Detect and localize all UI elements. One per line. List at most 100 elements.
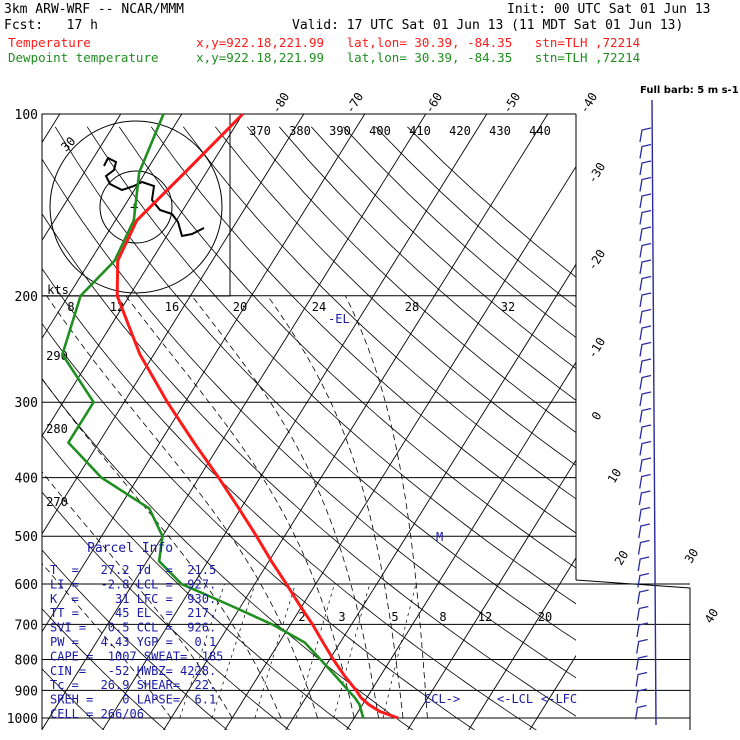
isotherm-line [468,557,576,730]
isotherm-line [529,654,576,730]
wind-barb [639,407,652,423]
mixing-ratio-label: 8 [439,610,446,624]
dry-adiabat-line [214,126,576,466]
pressure-label: 1000 [7,712,38,727]
wind-barb [636,589,649,605]
wind-barb [639,440,652,456]
wind-barb [635,655,648,671]
parcel-info-row: SREH = 0 LAPSE= 6.1 [50,693,216,707]
wind-barb [639,325,652,341]
hodograph: 30 + [41,113,231,297]
hodograph-inner-ring [99,170,173,244]
parcel-info-panel: Parcel Info T = 27.2 Td = 21.5LI = -2.8 … [50,541,223,721]
wind-barb [638,490,651,506]
isotherm-line [590,101,740,731]
dry-adiabat-line [42,212,576,717]
dry-adiabat-line [246,126,576,433]
isotherm-line [224,165,576,730]
frame-right-lower [575,579,691,730]
mixing-ratio-label: 5 [391,610,398,624]
moist-adiabat-line [345,295,428,719]
pressure-label: 600 [15,578,38,593]
isotherm-label: -50 [500,90,523,116]
wind-barb [639,259,652,275]
isotherm-line [42,114,183,340]
wind-barb [639,473,651,489]
forecast-hour: Fcst: 17 h [4,18,98,33]
wind-barb [639,391,652,407]
wind-barb [637,556,650,572]
wind-barb [639,341,652,357]
pressure-label: 300 [15,396,38,411]
mixing-ratio-label: 12 [478,610,492,624]
parcel-info-row: LI = -2.8 LCL = 927. [50,577,216,591]
wind-barb [634,704,647,720]
wind-speed-label: 28 [405,300,419,314]
wind-speed-label: 8 [67,300,74,314]
mixing-ratio-label: 20 [538,610,552,624]
parcel-info-title: Parcel Info [87,541,173,556]
dry-adiabat-line [42,549,228,730]
wind-barbs [634,99,657,726]
pressure-label: 800 [15,654,38,669]
pressure-label: 400 [15,472,38,487]
temperature-legend: Temperature x,y=922.18,221.99 lat,lon= 3… [8,35,641,50]
theta-label: 380 [289,124,311,138]
dry-adiabat-line [311,126,576,370]
wind-barb [638,506,651,522]
isotherm-line [42,114,122,242]
wind-barb [639,457,652,473]
wind-barb [639,292,652,308]
isotherm-label: -40 [577,90,600,116]
dry-adiabat-line [42,434,352,730]
barb-staff [651,99,657,726]
isotherm-label: 10 [605,466,625,486]
lcl-marker: <-LCL [497,692,533,706]
dry-adiabat-line [42,491,290,730]
theta-label: 420 [449,124,471,138]
parcel-info-row: SVI = 0.5 CCL = 926. [50,621,216,635]
moist-adiabat-line [191,295,379,719]
lfc-marker: <-LFC [541,692,577,706]
parcel-info-row: TT = 45 EL = 217. [50,606,216,620]
isotherm-line [346,361,576,730]
wind-barb [635,671,648,687]
wind-barb [639,358,652,374]
theta-side-label: 280 [46,422,68,436]
init-time: Init: 00 UTC Sat 01 Jun 13 [507,2,711,17]
dry-adiabat-line [42,608,166,730]
isotherm-label: -60 [422,90,445,116]
isotherm-line [0,101,7,731]
parcel-info-rows: T = 27.2 Td = 21.5LI = -2.8 LCL = 927.K … [50,563,223,721]
dry-adiabat-line [42,158,576,679]
isotherm-line [42,114,427,730]
mixing-ratio-line [254,583,296,719]
isotherm-label: 0 [589,409,605,423]
parcel-info-row: T = 27.2 Td = 21.5 [50,563,216,577]
wind-barb [639,193,652,209]
wind-barb [636,622,649,638]
theta-label: 390 [329,124,351,138]
wind-barb [636,638,648,654]
wind-speed-label: 24 [312,300,326,314]
isotherm-label: -20 [585,247,608,273]
dry-adiabat-line [375,126,576,308]
parcel-info-row: CELL = 266/06 [50,707,144,721]
isotherm-line [42,114,244,437]
isotherm-label: -30 [585,160,608,186]
moist-adiabat-line [267,295,404,719]
mixing-ratio-label: 2 [298,610,305,624]
parcel-info-row: CIN = -52 HWBZ= 4228. [50,664,216,678]
dry-adiabat-line [182,126,576,500]
model-title: 3km ARW-WRF -- NCAR/MMM [4,2,185,17]
wind-barb [638,523,650,539]
ccl-marker: CCL-> [424,692,460,706]
wind-barb [639,209,652,225]
dry-adiabat-line [42,267,537,730]
isotherm-line [42,114,305,535]
isotherm-label: 30 [682,546,702,566]
pressure-label: 100 [15,108,38,123]
wind-barb [635,688,647,704]
wind-barb [639,143,652,159]
